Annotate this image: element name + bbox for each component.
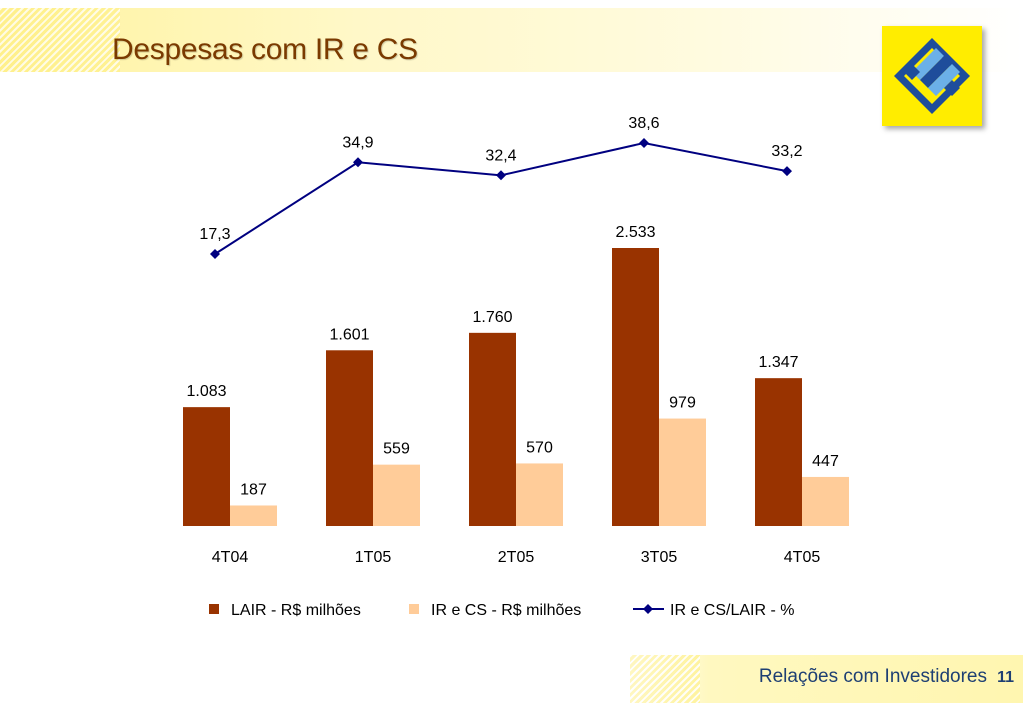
title-band xyxy=(0,8,1023,72)
legend: LAIR - R$ milhões IR e CS - R$ milhões IR … xyxy=(209,602,794,619)
data-labels-layer: 1.083 187 1.601 559 1.760 570 2.533 979 1.347 447… xyxy=(186,115,838,498)
bank-logo xyxy=(882,26,982,126)
ratio-marker-4T05 xyxy=(782,166,792,177)
bar-lair-1T05 xyxy=(326,350,373,526)
x-tick-label-1T05: 1T05 xyxy=(355,549,392,566)
bar-lair-4T04 xyxy=(183,407,230,526)
data-label-ircs-4T05: 447 xyxy=(812,453,839,470)
data-label-ircs-4T04: 187 xyxy=(240,481,267,498)
bar-ircs-1T05 xyxy=(373,464,420,526)
data-label-ratio-4T04: 17,3 xyxy=(199,226,230,243)
data-label-ratio-4T05: 33,2 xyxy=(771,143,802,160)
data-label-lair-1T05: 1.601 xyxy=(329,326,369,343)
ratio-marker-4T04 xyxy=(210,249,220,259)
title-stripes xyxy=(0,8,120,72)
page-title: Despesas com IR e CS xyxy=(112,33,418,66)
data-label-lair-2T05: 1.760 xyxy=(472,309,512,326)
footer-band xyxy=(630,655,1023,703)
legend-swatch-lair xyxy=(209,604,219,614)
data-label-ircs-1T05: 559 xyxy=(383,441,410,458)
data-label-lair-3T05: 2.533 xyxy=(615,224,655,241)
x-tick-label-2T05: 2T05 xyxy=(498,549,535,566)
legend-marker-ratio xyxy=(643,604,653,614)
bar-ircs-2T05 xyxy=(516,463,563,526)
ratio-line-layer xyxy=(210,138,792,259)
legend-label-ircs: IR e CS - R$ milhões xyxy=(431,602,581,619)
legend-label-lair: LAIR - R$ milhões xyxy=(231,602,361,619)
bar-ircs-4T04 xyxy=(230,505,277,526)
ratio-marker-1T05 xyxy=(353,157,363,168)
page-number: 11 xyxy=(997,669,1014,686)
x-tick-label-4T04: 4T04 xyxy=(212,549,249,566)
bar-ircs-3T05 xyxy=(659,418,706,526)
ratio-marker-2T05 xyxy=(496,170,506,181)
data-label-lair-4T04: 1.083 xyxy=(186,383,226,400)
data-label-lair-4T05: 1.347 xyxy=(758,354,798,371)
ratio-marker-3T05 xyxy=(639,138,649,148)
footer-stripes xyxy=(630,655,700,703)
bar-lair-4T05 xyxy=(755,378,802,526)
data-label-ircs-2T05: 570 xyxy=(526,439,553,456)
bar-lair-3T05 xyxy=(612,248,659,526)
bars-layer xyxy=(183,248,849,526)
data-label-ratio-3T05: 38,6 xyxy=(628,115,659,132)
bank-logo-icon xyxy=(894,38,970,114)
data-label-ircs-3T05: 979 xyxy=(669,395,696,412)
legend-label-ratio: IR e CS/LAIR - % xyxy=(670,602,794,619)
x-tick-label-4T05: 4T05 xyxy=(784,549,821,566)
x-tick-label-3T05: 3T05 xyxy=(641,549,678,566)
bar-ircs-4T05 xyxy=(802,476,849,526)
data-label-ratio-2T05: 32,4 xyxy=(485,147,516,164)
data-label-ratio-1T05: 34,9 xyxy=(342,134,373,151)
x-axis: 4T04 1T05 2T05 3T05 4T05 xyxy=(212,549,821,566)
legend-swatch-ircs xyxy=(409,604,419,614)
footer-text: Relações com Investidores xyxy=(758,666,987,687)
bar-lair-2T05 xyxy=(469,332,516,526)
